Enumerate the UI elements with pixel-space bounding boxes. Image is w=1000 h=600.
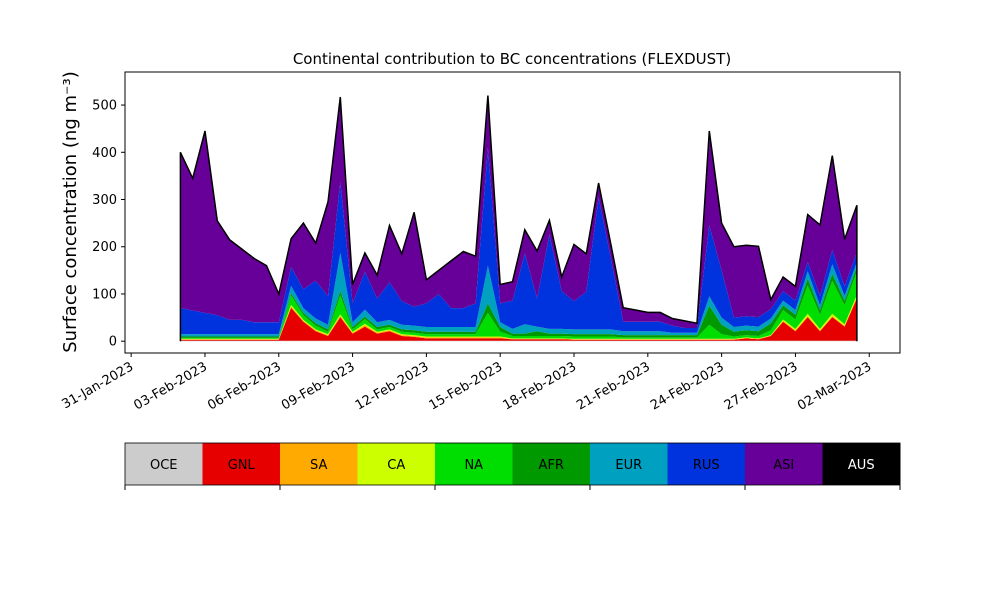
x-tick-label: 24-Feb-2023 — [648, 359, 727, 413]
legend-swatch-sa — [280, 443, 358, 485]
area-gnl — [180, 298, 857, 341]
legend-label-na: NA — [464, 458, 483, 473]
y-tick-label: 500 — [92, 99, 117, 114]
legend-label-sa: SA — [310, 458, 327, 473]
area-ca — [180, 294, 857, 340]
legend-colorbar: OCE GNL SA CA NA AFR EUR RUS ASI AUS — [124, 442, 901, 490]
y-tick-label: 100 — [92, 287, 117, 302]
y-tick-label: 0 — [109, 335, 117, 350]
x-tick-label: 31-Jan-2023 — [60, 359, 137, 412]
x-tick-label: 27-Feb-2023 — [722, 359, 801, 413]
legend-frame — [124, 442, 901, 486]
y-tick-label: 300 — [92, 193, 117, 208]
legend-swatch-eur — [590, 443, 668, 485]
chart-title: Continental contribution to BC concentra… — [293, 50, 731, 68]
legend-swatch-gnl — [202, 443, 281, 485]
legend-swatch-na — [435, 443, 513, 485]
x-axis-ticks: 31-Jan-202303-Feb-202306-Feb-202309-Feb-… — [60, 353, 874, 414]
x-tick-label: 12-Feb-2023 — [353, 359, 432, 413]
legend-label-eur: EUR — [615, 458, 642, 473]
total-line-group — [179, 95, 858, 342]
x-tick-label: 15-Feb-2023 — [427, 359, 506, 413]
y-axis-label: Surface concentration (ng m⁻³) — [60, 71, 81, 353]
legend-swatch-rus — [667, 443, 746, 485]
area-sa — [180, 297, 857, 340]
legend-swatch-asi — [745, 443, 823, 485]
area-rus — [180, 147, 857, 335]
legend-swatch-afr — [512, 443, 591, 485]
legend-label-rus: RUS — [693, 458, 720, 473]
legend-label-asi: ASI — [773, 458, 794, 473]
y-axis-ticks: 0 100 200 300 400 500 — [92, 99, 125, 350]
y-tick-label: 400 — [92, 146, 117, 161]
x-tick-label: 03-Feb-2023 — [131, 359, 210, 413]
legend-swatch-oce — [125, 443, 203, 485]
legend-label-gnl: GNL — [228, 458, 256, 473]
area-afr — [180, 266, 857, 338]
area-eur — [180, 252, 857, 337]
legend-label-afr: AFR — [539, 458, 564, 473]
plot-frame — [124, 71, 901, 354]
area-oce — [180, 340, 857, 342]
area-asi — [180, 95, 857, 328]
x-tick-label: 21-Feb-2023 — [574, 359, 653, 413]
x-tick-label: 06-Feb-2023 — [205, 359, 284, 413]
legend-label-ca: CA — [387, 458, 405, 473]
x-tick-label: 02-Mar-2023 — [795, 359, 874, 413]
legend-swatch-aus — [822, 443, 901, 485]
stacked-areas — [180, 95, 857, 342]
x-tick-label: 09-Feb-2023 — [279, 359, 358, 413]
area-na — [180, 271, 857, 339]
legend-label-aus: AUS — [848, 458, 875, 473]
total-line — [179, 95, 858, 342]
legend-label-oce: OCE — [150, 458, 178, 473]
legend-swatch-ca — [357, 443, 436, 485]
y-tick-label: 200 — [92, 240, 117, 255]
x-tick-label: 18-Feb-2023 — [500, 359, 579, 413]
